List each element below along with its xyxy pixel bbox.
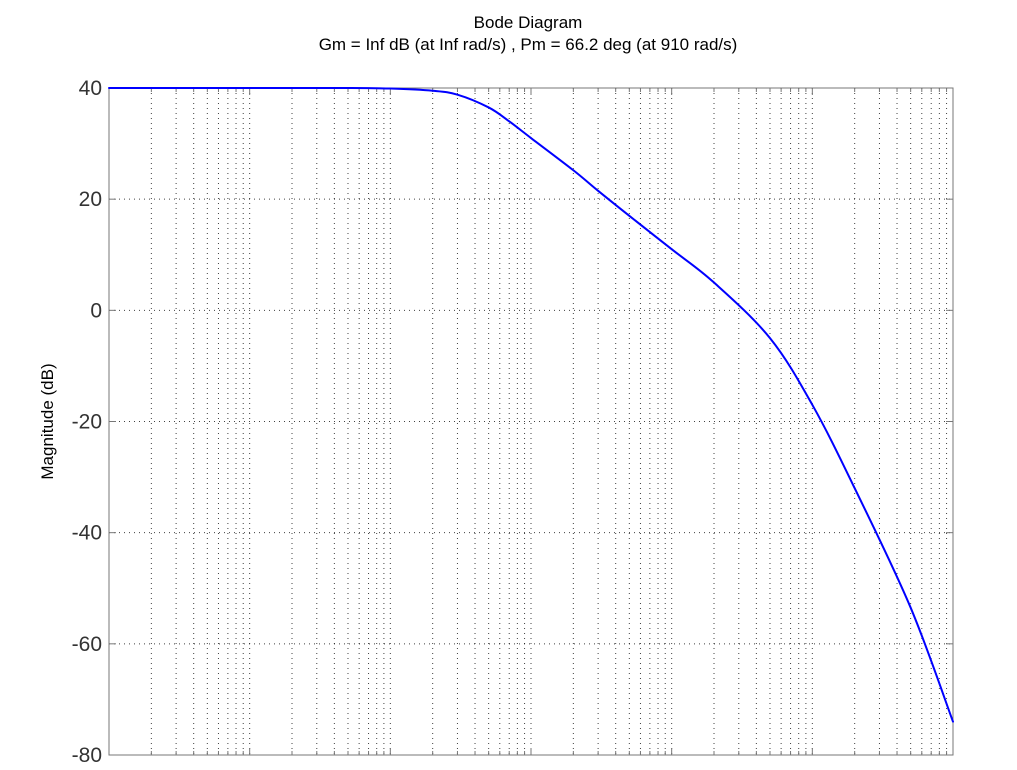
data-point <box>597 190 599 192</box>
y-tick-labels: 40 20 0 -20 -40 -60 -80 <box>72 77 102 767</box>
grid-lines <box>109 88 953 755</box>
data-point <box>812 404 814 406</box>
y-tick-label: -20 <box>72 411 102 434</box>
data-point <box>769 337 771 339</box>
data-point <box>432 90 434 92</box>
data-point <box>347 87 349 89</box>
chart-subtitle: Gm = Inf dB (at Inf rad/s) , Pm = 66.2 d… <box>319 35 738 54</box>
data-point <box>249 87 251 89</box>
y-tick-label: 20 <box>79 188 102 211</box>
y-tick-label: -60 <box>72 633 102 656</box>
data-point <box>671 248 673 250</box>
data-point <box>108 87 110 89</box>
data-point <box>910 607 912 609</box>
data-point <box>713 282 715 284</box>
magnitude-curve-group <box>108 86 954 723</box>
chart-title: Bode Diagram <box>474 13 583 32</box>
data-point <box>573 169 575 171</box>
data-point <box>457 94 459 96</box>
data-point <box>508 121 510 123</box>
data-point <box>390 88 392 90</box>
y-axis-label: Magnitude (dB) <box>38 363 57 479</box>
data-point <box>854 487 856 489</box>
magnitude-curve <box>108 86 954 723</box>
data-point <box>952 721 954 723</box>
y-tick-label: 0 <box>90 299 102 322</box>
axes-frame <box>108 87 954 756</box>
y-tick-label: -80 <box>72 744 102 767</box>
data-point <box>530 137 532 139</box>
data-point <box>488 107 490 109</box>
y-tick-label: 40 <box>79 77 102 100</box>
data-point <box>629 215 631 217</box>
y-tick-label: -40 <box>72 522 102 545</box>
